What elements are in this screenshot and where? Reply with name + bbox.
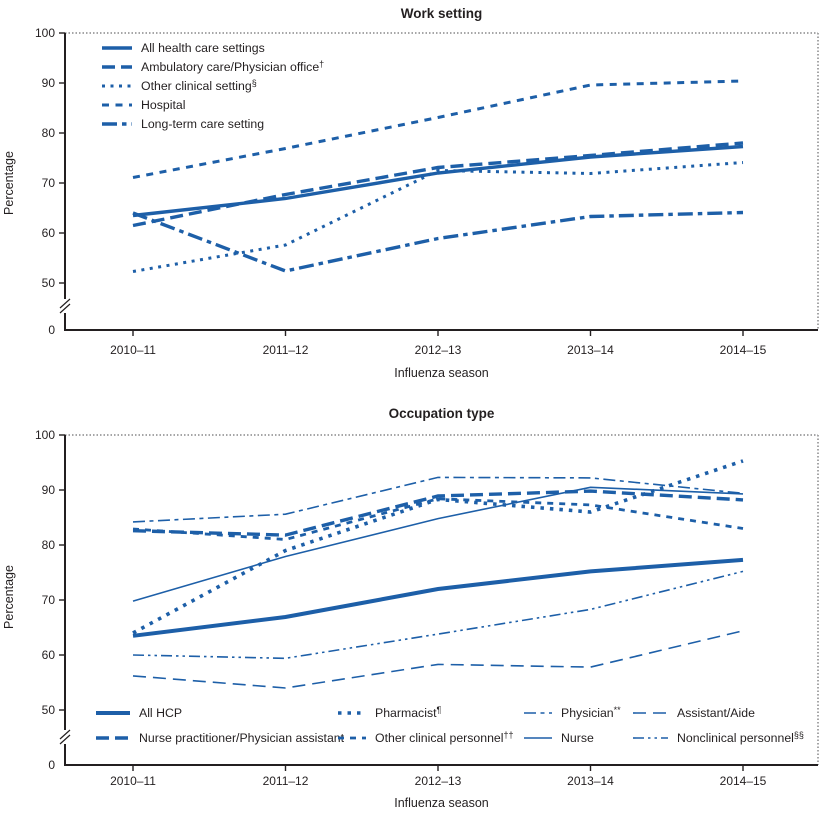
legend-label-all-health-care-settings: All health care settings: [141, 41, 265, 55]
y-axis-label-top: Percentage: [2, 151, 16, 215]
series-line-hospital: [132, 79, 744, 179]
legend-label-nurse: Nurse: [561, 731, 594, 745]
series-line-ambulatory-care-physician-office: [132, 141, 744, 228]
x-axis-label-bottom: Influenza season: [394, 796, 489, 810]
series-line-other-clinical-personnel: [132, 497, 744, 541]
axis-break-mask: [60, 299, 70, 313]
legend-label-assistant-aide: Assistant/Aide: [677, 706, 755, 720]
legend-label-pharmacist: Pharmacist¶: [375, 705, 442, 720]
legend-label-physician: Physician**: [561, 705, 621, 720]
x-axis-label-top: Influenza season: [394, 366, 489, 380]
x-tick-label: 2010–11: [110, 343, 156, 357]
series-line-assistant-aide: [132, 630, 744, 689]
y-tick-label: 70: [42, 593, 56, 607]
axis-break-mask: [60, 730, 70, 744]
x-tick-label: 2011–12: [263, 774, 309, 788]
series-line-long-term-care-setting: [132, 210, 744, 273]
series-line-nonclinical-personnel: [132, 570, 744, 660]
x-tick-label: 2012–13: [415, 774, 462, 788]
series-line-all-health-care-settings: [132, 144, 744, 218]
series-line-all-hcp: [132, 557, 744, 638]
y-tick-label: 60: [42, 226, 56, 240]
y-tick-label: 90: [42, 483, 56, 497]
axis-break-slash: [59, 298, 71, 309]
y-tick-label: 80: [42, 538, 56, 552]
axis-break-slash: [59, 729, 71, 740]
y-tick-label-zero: 0: [48, 323, 55, 337]
legend-label-hospital: Hospital: [141, 98, 185, 112]
y-tick-label: 70: [42, 176, 56, 190]
x-tick-label: 2011–12: [263, 343, 309, 357]
occupation-type-title: Occupation type: [388, 406, 495, 421]
y-tick-label: 60: [42, 648, 56, 662]
x-tick-label: 2012–13: [415, 343, 462, 357]
x-tick-label: 2010–11: [110, 774, 156, 788]
y-tick-label: 100: [35, 428, 55, 442]
series-line-physician: [132, 476, 744, 523]
series-line-nurse: [132, 486, 744, 602]
legend-label-long-term-care-setting: Long-term care setting: [141, 117, 264, 131]
y-tick-label: 50: [42, 276, 56, 290]
y-tick-label: 80: [42, 126, 56, 140]
x-tick-label: 2013–14: [567, 343, 614, 357]
x-tick-label: 2014–15: [720, 774, 767, 788]
y-tick-label: 90: [42, 76, 56, 90]
legend-label-all-hcp: All HCP: [139, 706, 182, 720]
axis-break-slash: [59, 303, 71, 314]
y-tick-label: 50: [42, 703, 56, 717]
series-line-nurse-practitioner-physician-assistant: [132, 489, 744, 537]
axis-break-slash: [59, 734, 71, 745]
y-axis-label-bottom: Percentage: [2, 565, 16, 629]
legend-label-other-clinical-personnel: Other clinical personnel††: [375, 730, 514, 745]
x-tick-label: 2014–15: [720, 343, 767, 357]
legend-label-other-clinical-setting: Other clinical setting§: [141, 78, 257, 93]
x-tick-label: 2013–14: [567, 774, 614, 788]
series-line-pharmacist: [132, 459, 744, 635]
y-tick-label-zero: 0: [48, 758, 55, 772]
series-line-other-clinical-setting: [132, 161, 744, 273]
legend-label-ambulatory-care-physician-office: Ambulatory care/Physician office†: [141, 59, 324, 74]
y-tick-label: 100: [35, 26, 55, 40]
legend-label-nonclinical-personnel: Nonclinical personnel§§: [677, 730, 804, 745]
work-setting-title: Work setting: [400, 6, 483, 21]
legend-label-nurse-practitioner-physician-assistant: Nurse practitioner/Physician assistant: [139, 731, 345, 745]
